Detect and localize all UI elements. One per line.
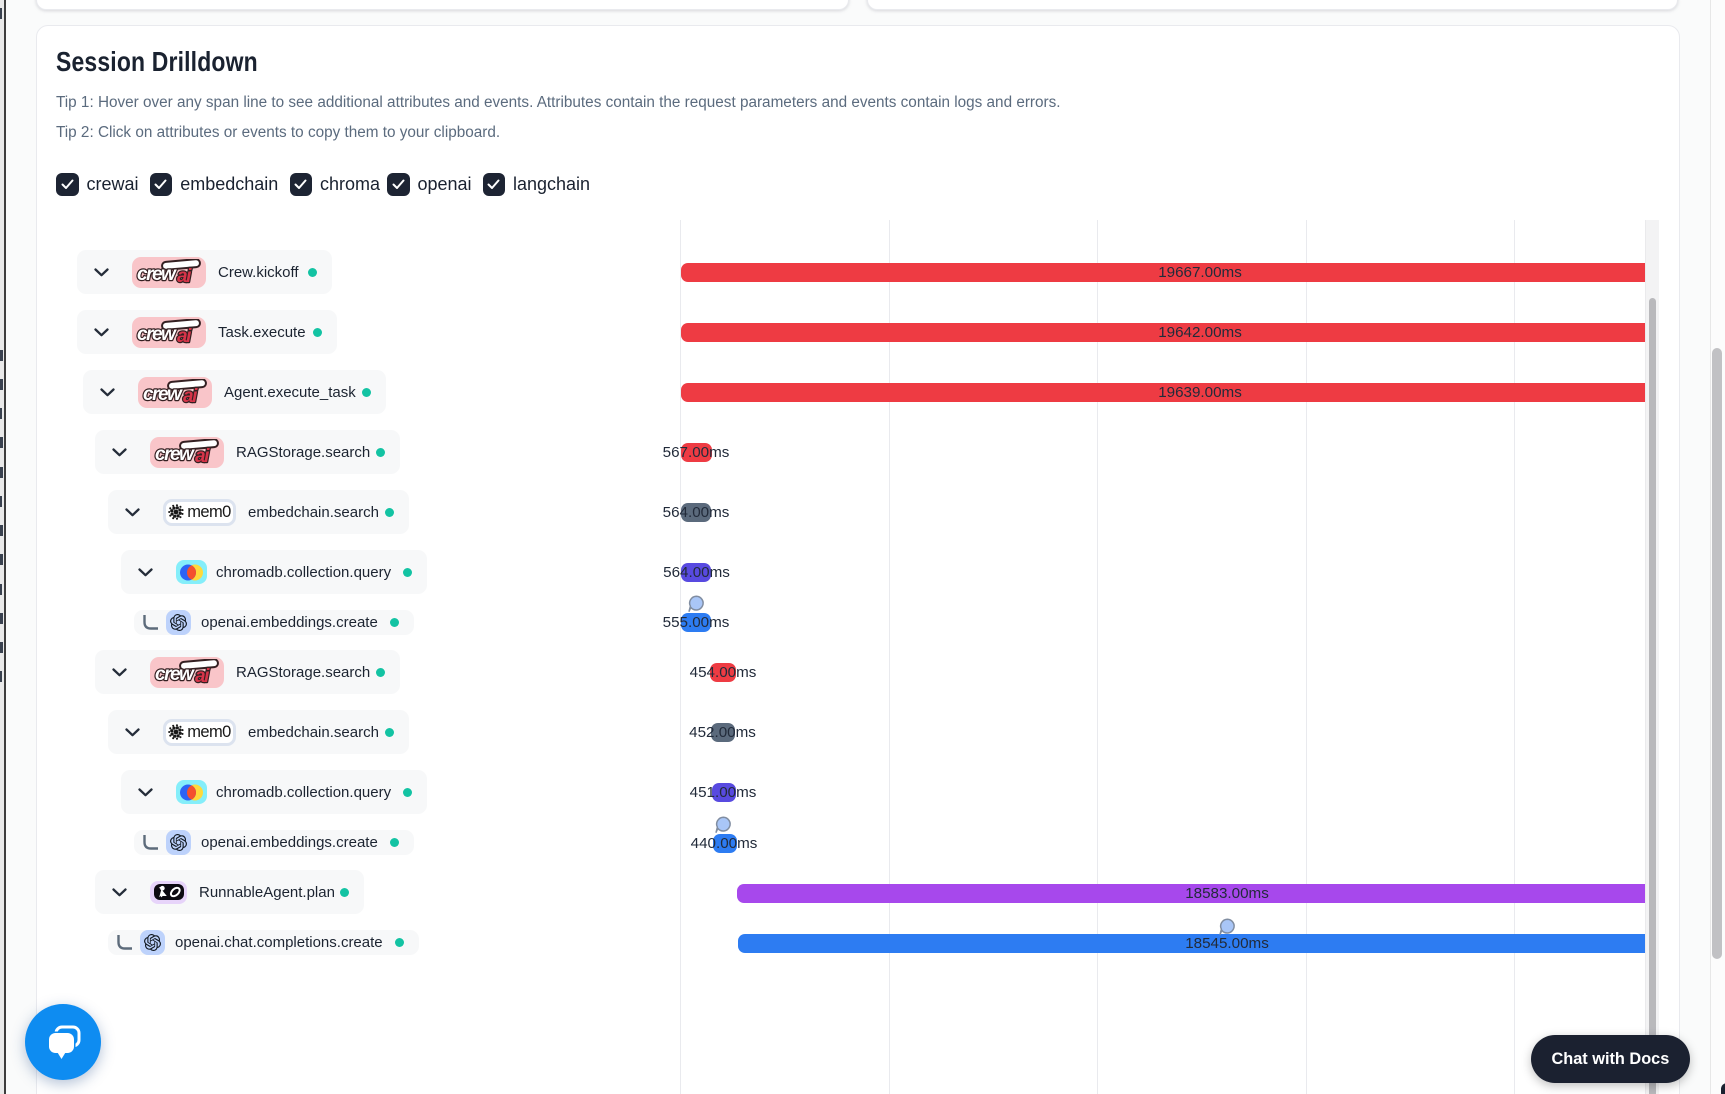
svg-text:ai: ai bbox=[177, 326, 192, 346]
svg-text:crew: crew bbox=[137, 264, 177, 285]
svg-text:ai: ai bbox=[195, 666, 210, 686]
svg-text:ai: ai bbox=[183, 386, 198, 406]
svg-text:ai: ai bbox=[195, 446, 210, 466]
svg-text:crew: crew bbox=[137, 324, 177, 345]
svg-text:crew: crew bbox=[143, 384, 183, 405]
svg-text:crew: crew bbox=[155, 444, 195, 465]
svg-text:crew: crew bbox=[155, 664, 195, 685]
svg-text:ai: ai bbox=[177, 266, 192, 286]
